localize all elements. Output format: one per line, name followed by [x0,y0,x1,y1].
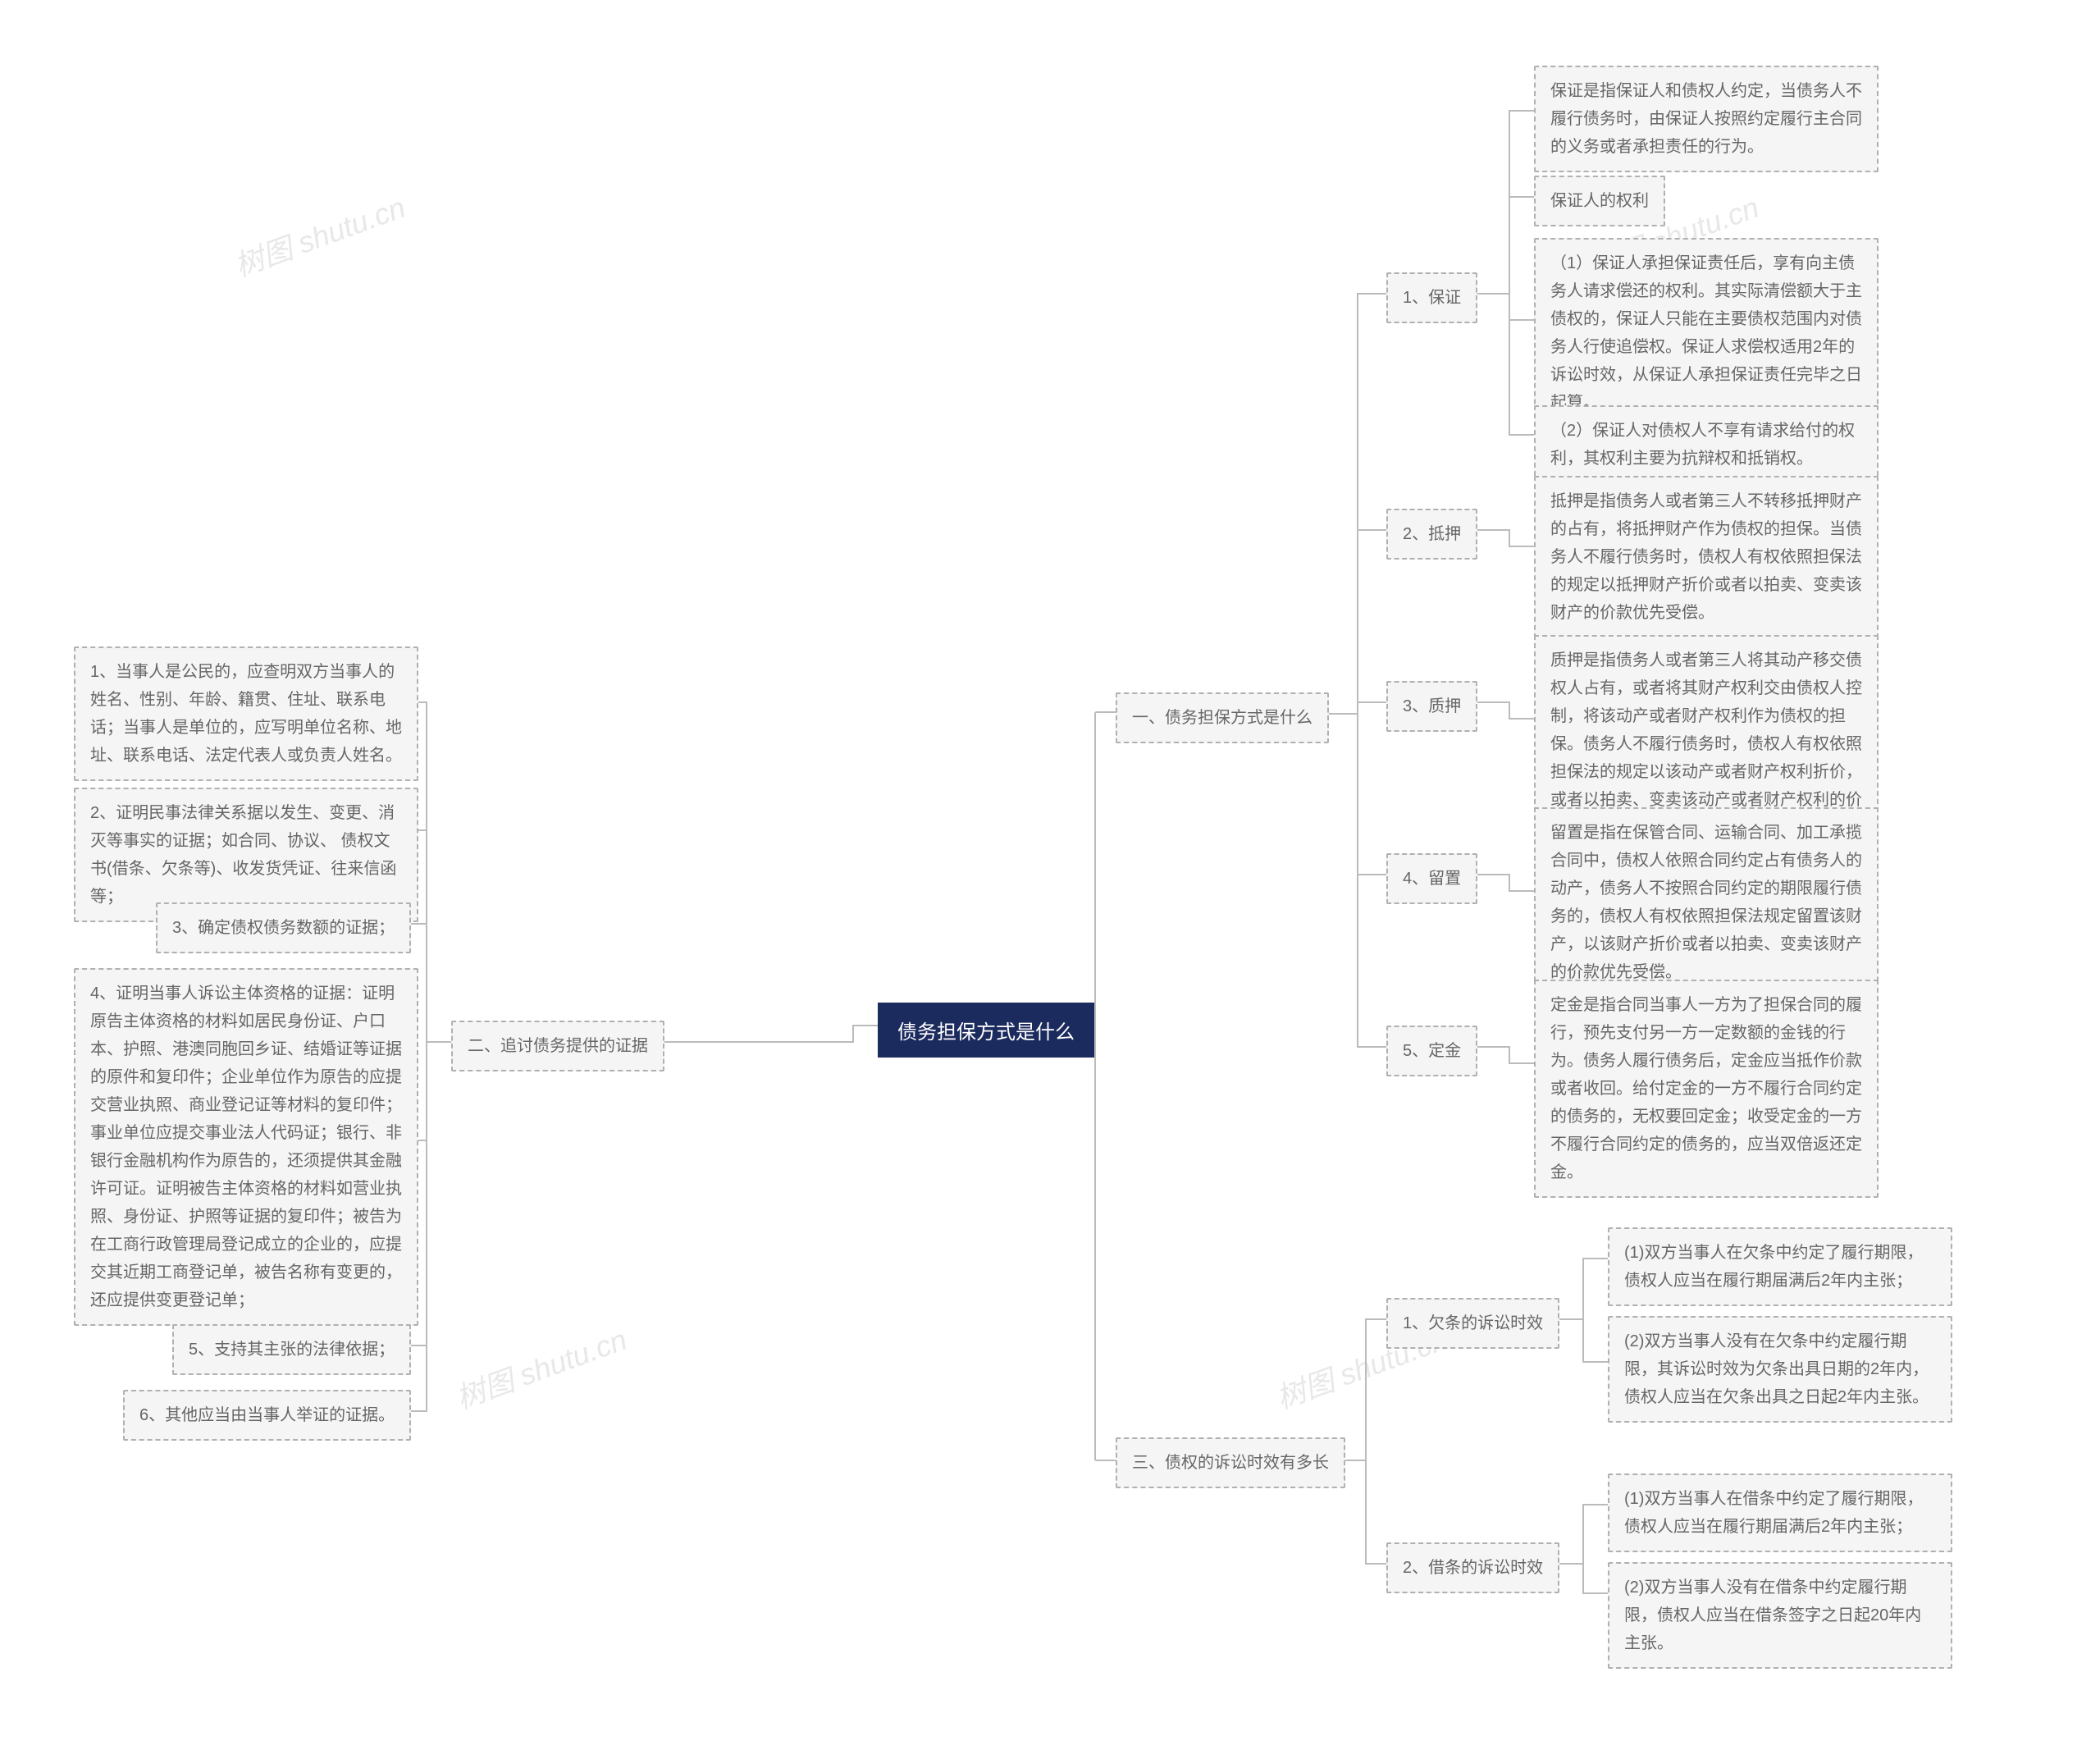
child-node[interactable]: 2、抵押 [1386,509,1477,560]
child-node[interactable]: 4、留置 [1386,853,1477,904]
child-node[interactable]: 1、保证 [1386,272,1477,323]
branch-node[interactable]: 一、债务担保方式是什么 [1116,692,1329,743]
leaf-node[interactable]: 1、当事人是公民的，应查明双方当事人的姓名、性别、年龄、籍贯、住址、联系电话；当… [74,646,418,781]
leaf-node[interactable]: 抵押是指债务人或者第三人不转移抵押财产的占有，将抵押财产作为债权的担保。当债务人… [1534,476,1879,638]
leaf-node[interactable]: 定金是指合同当事人一方为了担保合同的履行，预先支付另一方一定数额的金钱的行为。债… [1534,980,1879,1198]
child-node[interactable]: 2、借条的诉讼时效 [1386,1542,1559,1593]
leaf-node[interactable]: 6、其他应当由当事人举证的证据。 [123,1390,411,1441]
leaf-node[interactable]: (2)双方当事人没有在借条中约定履行期限，债权人应当在借条签字之日起20年内主张… [1608,1562,1952,1669]
child-node[interactable]: 1、欠条的诉讼时效 [1386,1298,1559,1349]
leaf-node[interactable]: （1）保证人承担保证责任后，享有向主债务人请求偿还的权利。其实际清偿额大于主债权… [1534,238,1879,428]
leaf-node[interactable]: 3、确定债权债务数额的证据； [156,902,411,953]
leaf-node[interactable]: (1)双方当事人在借条中约定了履行期限，债权人应当在履行期届满后2年内主张； [1608,1473,1952,1552]
mindmap-canvas: 树图 shutu.cn 树图 shutu.cn 树图 shutu.cn 树图 s… [0,0,2100,1759]
branch-node[interactable]: 三、债权的诉讼时效有多长 [1116,1437,1345,1488]
root-node[interactable]: 债务担保方式是什么 [878,1003,1094,1058]
leaf-node[interactable]: 保证是指保证人和债权人约定，当债务人不履行债务时，由保证人按照约定履行主合同的义… [1534,66,1879,172]
watermark: 树图 shutu.cn [450,1316,632,1417]
leaf-node[interactable]: 留置是指在保管合同、运输合同、加工承揽合同中，债权人依照合同约定占有债务人的动产… [1534,807,1879,998]
leaf-node[interactable]: （2）保证人对债权人不享有请求给付的权利，其权利主要为抗辩权和抵销权。 [1534,405,1879,484]
child-node[interactable]: 5、定金 [1386,1026,1477,1076]
branch-node[interactable]: 二、追讨债务提供的证据 [451,1021,664,1071]
watermark: 树图 shutu.cn [228,184,411,285]
leaf-node[interactable]: 5、支持其主张的法律依据； [172,1324,411,1375]
leaf-node[interactable]: (2)双方当事人没有在欠条中约定履行期限，其诉讼时效为欠条出具日期的2年内，债权… [1608,1316,1952,1423]
child-node[interactable]: 3、质押 [1386,681,1477,732]
leaf-node[interactable]: 4、证明当事人诉讼主体资格的证据：证明原告主体资格的材料如居民身份证、户口本、护… [74,968,418,1326]
leaf-node[interactable]: 保证人的权利 [1534,176,1665,226]
leaf-node[interactable]: (1)双方当事人在欠条中约定了履行期限，债权人应当在履行期届满后2年内主张； [1608,1227,1952,1306]
